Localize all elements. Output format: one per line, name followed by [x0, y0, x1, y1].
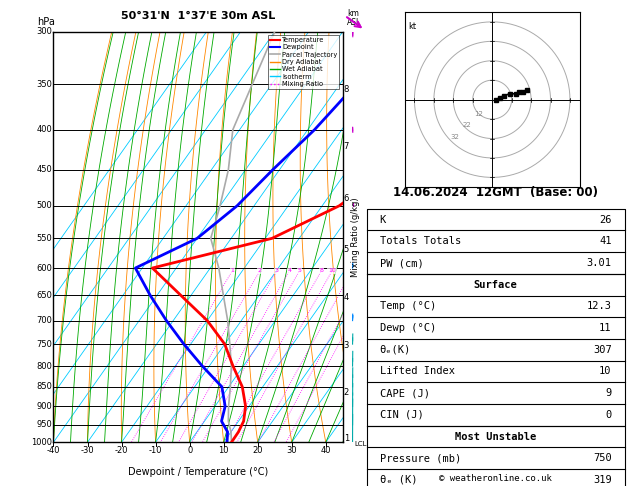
Text: 1000: 1000: [31, 438, 52, 447]
Text: 8: 8: [343, 86, 349, 94]
Text: 12: 12: [474, 111, 482, 117]
Text: 5: 5: [298, 268, 301, 273]
Text: 300: 300: [36, 27, 52, 36]
Text: 650: 650: [36, 291, 52, 300]
Text: 5: 5: [343, 245, 349, 254]
Text: 10: 10: [218, 446, 229, 455]
Text: 500: 500: [36, 201, 52, 210]
Text: CIN (J): CIN (J): [380, 410, 423, 420]
Text: Temp (°C): Temp (°C): [380, 301, 436, 312]
Text: 0: 0: [606, 410, 611, 420]
Text: 9: 9: [606, 388, 611, 398]
Text: Pressure (mb): Pressure (mb): [380, 453, 461, 463]
Text: LCL: LCL: [354, 441, 367, 447]
Text: -10: -10: [149, 446, 162, 455]
Text: km
ASL: km ASL: [347, 10, 362, 28]
Text: Totals Totals: Totals Totals: [380, 236, 461, 246]
Text: 3.01: 3.01: [587, 258, 611, 268]
Text: Dewpoint / Temperature (°C): Dewpoint / Temperature (°C): [128, 467, 268, 477]
Text: 3: 3: [275, 268, 279, 273]
Text: 30: 30: [286, 446, 297, 455]
Text: Most Unstable: Most Unstable: [455, 432, 537, 442]
Text: 26: 26: [599, 215, 611, 225]
Text: K: K: [380, 215, 386, 225]
Text: 800: 800: [36, 362, 52, 371]
Text: 307: 307: [593, 345, 611, 355]
Text: 319: 319: [593, 475, 611, 485]
Text: Lifted Index: Lifted Index: [380, 366, 455, 377]
Legend: Temperature, Dewpoint, Parcel Trajectory, Dry Adiabat, Wet Adiabat, Isotherm, Mi: Temperature, Dewpoint, Parcel Trajectory…: [268, 35, 340, 89]
Text: PW (cm): PW (cm): [380, 258, 423, 268]
Text: 6: 6: [343, 194, 349, 204]
Text: 10: 10: [328, 268, 336, 273]
Text: 350: 350: [36, 80, 52, 88]
Text: 0: 0: [187, 446, 192, 455]
Text: 750: 750: [36, 340, 52, 348]
Text: 700: 700: [36, 316, 52, 325]
Text: 550: 550: [36, 234, 52, 243]
Text: 3: 3: [343, 342, 349, 350]
Text: 14.06.2024  12GMT  (Base: 00): 14.06.2024 12GMT (Base: 00): [393, 186, 598, 199]
Text: 12.3: 12.3: [587, 301, 611, 312]
Text: 4: 4: [287, 268, 291, 273]
Text: 20: 20: [252, 446, 263, 455]
Text: 8: 8: [320, 268, 323, 273]
Text: -40: -40: [47, 446, 60, 455]
Text: 10: 10: [599, 366, 611, 377]
Text: -30: -30: [81, 446, 94, 455]
Text: -20: -20: [115, 446, 128, 455]
Text: 850: 850: [36, 382, 52, 391]
Text: hPa: hPa: [38, 17, 55, 28]
Text: 50°31'N  1°37'E 30m ASL: 50°31'N 1°37'E 30m ASL: [121, 11, 276, 21]
Text: Dewp (°C): Dewp (°C): [380, 323, 436, 333]
Text: 40: 40: [321, 446, 331, 455]
Text: CAPE (J): CAPE (J): [380, 388, 430, 398]
Text: 950: 950: [36, 420, 52, 429]
Text: 2: 2: [258, 268, 262, 273]
Text: 22: 22: [462, 122, 471, 128]
Text: 1: 1: [230, 268, 234, 273]
Text: Mixing Ratio (g/kg): Mixing Ratio (g/kg): [351, 197, 360, 277]
Text: 600: 600: [36, 263, 52, 273]
Text: 450: 450: [36, 165, 52, 174]
Text: kt: kt: [409, 22, 417, 31]
Text: 7: 7: [343, 142, 349, 151]
Text: 4: 4: [343, 294, 349, 302]
Text: Surface: Surface: [474, 280, 518, 290]
Text: θₑ (K): θₑ (K): [380, 475, 417, 485]
Text: 2: 2: [343, 388, 349, 397]
Text: 32: 32: [450, 134, 459, 140]
Text: © weatheronline.co.uk: © weatheronline.co.uk: [439, 474, 552, 483]
Text: 750: 750: [593, 453, 611, 463]
Text: 11: 11: [599, 323, 611, 333]
Text: 400: 400: [36, 125, 52, 134]
Text: θₑ(K): θₑ(K): [380, 345, 411, 355]
Text: 1: 1: [343, 434, 349, 443]
Text: 900: 900: [36, 402, 52, 411]
Text: 41: 41: [599, 236, 611, 246]
